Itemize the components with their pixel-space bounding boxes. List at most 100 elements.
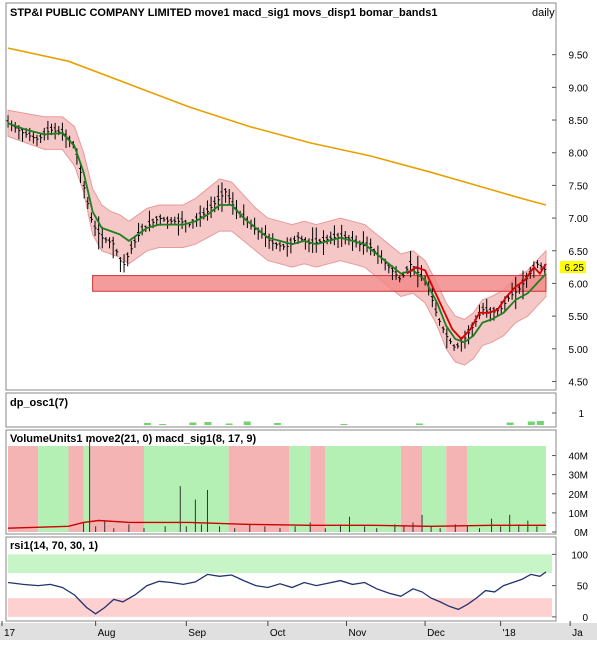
rsi-y-tick-label: 0 [582,613,588,624]
price-bar [104,236,108,244]
price-bar [100,226,104,249]
price-bar [173,216,177,225]
rsi-y-tick-label: 50 [577,582,589,593]
series-macd-sig1-line [406,263,547,341]
price-bar [21,127,25,142]
price-bar [278,240,282,252]
rsi-panel: 0 50 100 [7,550,589,624]
series-movs-disp1-line [7,47,547,206]
price-bar [409,250,413,278]
price-y-tick-label: 4.50 [569,377,589,388]
price-y-tick-label: 8.00 [569,149,589,160]
volume-average-line [7,519,546,529]
x-axis-tick-label: '18 [503,628,516,639]
volume-panel-title: VolumeUnits1 move2(21, 0) macd_sig1(8, 1… [10,433,257,445]
price-y-tick-label: 5.50 [569,312,589,323]
price-bar [438,318,442,326]
bollinger-band-fill [7,109,547,366]
price-bar [369,238,373,256]
osc-y-tick-label: 1 [578,409,584,420]
price-bar [535,260,539,268]
x-axis-tick-label: Oct [270,628,286,639]
osc-bar [527,421,535,425]
rsi-panel-frame [5,536,557,622]
osc-bar [225,423,233,425]
period-label: daily [532,7,555,19]
osc-bar [189,422,197,425]
price-bar [274,242,278,250]
price-bar [441,326,445,334]
volume-regime-green [422,446,447,532]
price-bar [89,212,93,223]
price-bar [434,300,438,317]
rsi-overbought-zone [8,554,552,574]
price-bar [325,234,329,245]
price-bar [31,131,35,144]
osc-bar [506,422,514,425]
price-bar [485,299,489,318]
price-bar [115,248,119,256]
x-axis-tick-label: Ja [572,628,583,639]
price-bar [118,257,122,273]
volume-y-tick-label: 30M [569,471,588,482]
osc-bar [144,423,151,425]
price-bar [198,205,202,227]
volume-y-tick-label: 20M [569,490,588,501]
price-bar [209,196,213,219]
volume-regime-green [289,446,311,532]
x-axis-tick-label: Nov [348,628,366,639]
price-bar [452,344,456,351]
price-bar [467,325,471,345]
price-y-tick-label: 6.50 [569,247,589,258]
volume-regime-green [144,446,229,532]
last-price-tag [560,261,586,274]
price-bar [46,120,50,140]
price-bar [79,163,83,183]
price-bar [111,236,115,259]
price-bar [162,216,166,222]
price-bar [398,275,402,283]
last-price-label: 6.25 [565,263,585,274]
price-y-tick-label: 7.50 [569,181,589,192]
volume-regime-red [400,446,423,532]
price-bar [271,233,275,251]
price-panel-frame [5,2,557,391]
osc-panel-frame [5,392,557,428]
price-bar [539,262,543,270]
price-bar [293,235,297,244]
price-bar [394,266,398,280]
osc-bar [159,424,167,425]
volume-regime-green [38,446,69,532]
osc-bar [243,421,251,425]
volume-regime-red [8,446,39,532]
osc-bar [416,423,423,425]
x-axis-tick-label: Aug [98,628,116,639]
price-bar [224,188,228,203]
volume-y-tick-label: 10M [569,509,588,520]
rsi-panel-title: rsi1(14, 70, 30, 1) [10,540,98,552]
x-axis-tick-label: Dec [427,628,445,639]
price-bar [35,134,39,146]
price-bar [517,284,521,294]
volume-y-tick-label: 0M [574,528,588,539]
volume-panel-frame [5,429,557,535]
price-bar [448,338,452,345]
series-move1-line [7,122,547,344]
volume-regime-green [83,446,90,532]
price-bar [129,240,133,254]
price-bar [282,243,286,251]
osc-panel-title: dp_osc1(7) [10,397,68,409]
price-bar [456,342,460,349]
price-bar [108,237,112,249]
price-bar [445,328,449,349]
volume-regime-red [89,446,144,532]
price-bar [93,220,97,237]
volume-regime-green [325,446,401,532]
rsi-oversold-zone [8,598,552,617]
volume-regime-red [228,446,290,532]
price-bar [314,227,318,253]
price-bar [231,192,235,215]
price-bar [126,252,130,267]
